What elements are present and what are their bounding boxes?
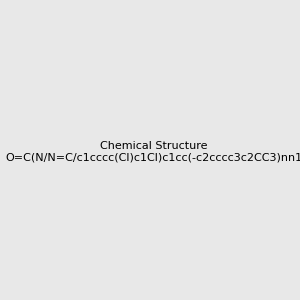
Text: Chemical Structure
O=C(N/N=C/c1cccc(Cl)c1Cl)c1cc(-c2cccc3c2CC3)nn1: Chemical Structure O=C(N/N=C/c1cccc(Cl)c… (5, 141, 300, 162)
